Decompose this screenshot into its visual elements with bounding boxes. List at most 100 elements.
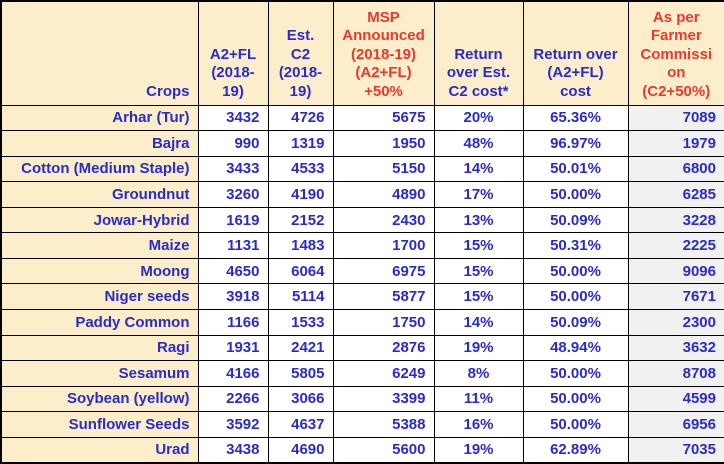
farmer-commission-value: 1979 bbox=[627, 130, 724, 157]
msp-value: 6249 bbox=[332, 360, 435, 387]
a2fl-value: 2266 bbox=[197, 385, 269, 413]
return-est-c2-value: 15% bbox=[433, 232, 524, 259]
est-c2-value: 4533 bbox=[267, 155, 334, 183]
table-row: Ragi 1931 2421 2876 19% 48.94% 3632 bbox=[0, 334, 724, 362]
return-est-c2-value: 48% bbox=[433, 130, 524, 157]
return-a2fl-value: 50.00% bbox=[522, 360, 629, 387]
table-row: Arhar (Tur) 3432 4726 5675 20% 65.36% 70… bbox=[0, 104, 724, 132]
msp-value: 1700 bbox=[332, 232, 435, 259]
msp-value: 2430 bbox=[332, 206, 435, 234]
est-c2-value: 4690 bbox=[267, 436, 334, 464]
return-a2fl-value: 96.97% bbox=[522, 130, 629, 157]
return-a2fl-value: 50.00% bbox=[522, 385, 629, 413]
return-est-c2-value: 20% bbox=[433, 104, 524, 132]
a2fl-value: 3433 bbox=[197, 155, 269, 183]
table-row: Paddy Common 1166 1533 1750 14% 50.09% 2… bbox=[0, 309, 724, 336]
header-msp-announced: MSP Announced (2018-19) (A2+FL) +50% bbox=[332, 0, 435, 106]
crop-name: Ragi bbox=[0, 334, 199, 362]
return-a2fl-value: 50.09% bbox=[522, 309, 629, 336]
a2fl-value: 3432 bbox=[197, 104, 269, 132]
table-row: Jowar-Hybrid 1619 2152 2430 13% 50.09% 3… bbox=[0, 206, 724, 234]
a2fl-value: 1131 bbox=[197, 232, 269, 259]
return-est-c2-value: 17% bbox=[433, 181, 524, 208]
msp-value: 5600 bbox=[332, 436, 435, 464]
return-a2fl-value: 50.00% bbox=[522, 283, 629, 310]
farmer-commission-value: 2225 bbox=[627, 232, 724, 259]
est-c2-value: 1483 bbox=[267, 232, 334, 259]
farmer-commission-value: 6285 bbox=[627, 181, 724, 208]
return-a2fl-value: 50.01% bbox=[522, 155, 629, 183]
return-est-c2-value: 14% bbox=[433, 309, 524, 336]
table-row: Bajra 990 1319 1950 48% 96.97% 1979 bbox=[0, 130, 724, 157]
return-est-c2-value: 11% bbox=[433, 385, 524, 413]
return-a2fl-value: 48.94% bbox=[522, 334, 629, 362]
a2fl-value: 990 bbox=[197, 130, 269, 157]
a2fl-value: 3918 bbox=[197, 283, 269, 310]
return-a2fl-value: 50.09% bbox=[522, 206, 629, 234]
table-row: Sunflower Seeds 3592 4637 5388 16% 50.00… bbox=[0, 411, 724, 438]
est-c2-value: 5805 bbox=[267, 360, 334, 387]
table-row: Maize 1131 1483 1700 15% 50.31% 2225 bbox=[0, 232, 724, 259]
a2fl-value: 1931 bbox=[197, 334, 269, 362]
est-c2-value: 4726 bbox=[267, 104, 334, 132]
header-a2fl: A2+FL (2018- 19) bbox=[197, 0, 269, 106]
farmer-commission-value: 4599 bbox=[627, 385, 724, 413]
msp-value: 5388 bbox=[332, 411, 435, 438]
crop-name: Cotton (Medium Staple) bbox=[0, 155, 199, 183]
a2fl-value: 1619 bbox=[197, 206, 269, 234]
est-c2-value: 4190 bbox=[267, 181, 334, 208]
farmer-commission-value: 3228 bbox=[627, 206, 724, 234]
return-est-c2-value: 14% bbox=[433, 155, 524, 183]
farmer-commission-value: 7671 bbox=[627, 283, 724, 310]
farmer-commission-value: 9096 bbox=[627, 257, 724, 285]
header-return-over-est-c2: Return over Est. C2 cost* bbox=[433, 0, 524, 106]
farmer-commission-value: 3632 bbox=[627, 334, 724, 362]
crop-name: Maize bbox=[0, 232, 199, 259]
crop-name: Urad bbox=[0, 436, 199, 464]
a2fl-value: 3592 bbox=[197, 411, 269, 438]
return-est-c2-value: 15% bbox=[433, 257, 524, 285]
farmer-commission-value: 6800 bbox=[627, 155, 724, 183]
crop-name: Moong bbox=[0, 257, 199, 285]
msp-value: 5675 bbox=[332, 104, 435, 132]
est-c2-value: 4637 bbox=[267, 411, 334, 438]
msp-value: 3399 bbox=[332, 385, 435, 413]
return-est-c2-value: 8% bbox=[433, 360, 524, 387]
msp-value: 4890 bbox=[332, 181, 435, 208]
farmer-commission-value: 8708 bbox=[627, 360, 724, 387]
crop-name: Sesamum bbox=[0, 360, 199, 387]
msp-value: 1950 bbox=[332, 130, 435, 157]
header-est-c2: Est. C2 (2018- 19) bbox=[267, 0, 334, 106]
msp-value: 6975 bbox=[332, 257, 435, 285]
return-a2fl-value: 50.00% bbox=[522, 257, 629, 285]
table-row: Sesamum 4166 5805 6249 8% 50.00% 8708 bbox=[0, 360, 724, 387]
crop-name: Groundnut bbox=[0, 181, 199, 208]
msp-value: 5877 bbox=[332, 283, 435, 310]
return-a2fl-value: 62.89% bbox=[522, 436, 629, 464]
header-farmer-commission: As per Farmer Commissi on (C2+50%) bbox=[627, 0, 724, 106]
msp-value: 1750 bbox=[332, 309, 435, 336]
farmer-commission-value: 7089 bbox=[627, 104, 724, 132]
crop-name: Niger seeds bbox=[0, 283, 199, 310]
a2fl-value: 3438 bbox=[197, 436, 269, 464]
est-c2-value: 1533 bbox=[267, 309, 334, 336]
crop-name: Paddy Common bbox=[0, 309, 199, 336]
msp-value: 5150 bbox=[332, 155, 435, 183]
farmer-commission-value: 6956 bbox=[627, 411, 724, 438]
farmer-commission-value: 7035 bbox=[627, 436, 724, 464]
crop-name: Sunflower Seeds bbox=[0, 411, 199, 438]
table-row: Groundnut 3260 4190 4890 17% 50.00% 6285 bbox=[0, 181, 724, 208]
return-est-c2-value: 15% bbox=[433, 283, 524, 310]
msp-value: 2876 bbox=[332, 334, 435, 362]
return-est-c2-value: 19% bbox=[433, 436, 524, 464]
a2fl-value: 1166 bbox=[197, 309, 269, 336]
table-row: Cotton (Medium Staple) 3433 4533 5150 14… bbox=[0, 155, 724, 183]
est-c2-value: 5114 bbox=[267, 283, 334, 310]
return-est-c2-value: 19% bbox=[433, 334, 524, 362]
header-row: Crops A2+FL (2018- 19) Est. C2 (2018- 19… bbox=[0, 0, 724, 106]
table-row: Urad 3438 4690 5600 19% 62.89% 7035 bbox=[0, 436, 724, 464]
table-row: Moong 4650 6064 6975 15% 50.00% 9096 bbox=[0, 257, 724, 285]
a2fl-value: 4650 bbox=[197, 257, 269, 285]
est-c2-value: 3066 bbox=[267, 385, 334, 413]
